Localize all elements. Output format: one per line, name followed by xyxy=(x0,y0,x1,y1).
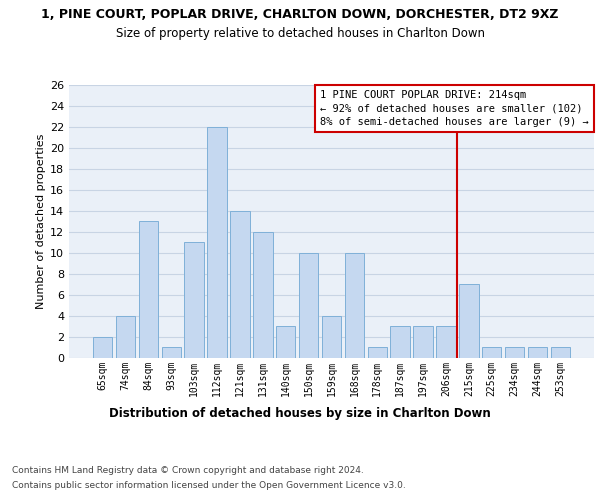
Bar xyxy=(230,211,250,358)
Bar xyxy=(322,316,341,358)
Bar xyxy=(276,326,295,358)
Bar xyxy=(344,252,364,358)
Bar xyxy=(528,347,547,358)
Bar xyxy=(93,336,112,357)
Bar xyxy=(161,347,181,358)
Bar xyxy=(436,326,455,358)
Y-axis label: Number of detached properties: Number of detached properties xyxy=(36,134,46,309)
Bar xyxy=(413,326,433,358)
Bar xyxy=(139,221,158,358)
Text: Contains public sector information licensed under the Open Government Licence v3: Contains public sector information licen… xyxy=(12,481,406,490)
Bar xyxy=(505,347,524,358)
Text: 1 PINE COURT POPLAR DRIVE: 214sqm
← 92% of detached houses are smaller (102)
8% : 1 PINE COURT POPLAR DRIVE: 214sqm ← 92% … xyxy=(320,90,589,126)
Bar xyxy=(208,127,227,358)
Bar xyxy=(116,316,135,358)
Text: Contains HM Land Registry data © Crown copyright and database right 2024.: Contains HM Land Registry data © Crown c… xyxy=(12,466,364,475)
Text: Size of property relative to detached houses in Charlton Down: Size of property relative to detached ho… xyxy=(115,28,485,40)
Text: Distribution of detached houses by size in Charlton Down: Distribution of detached houses by size … xyxy=(109,408,491,420)
Bar xyxy=(482,347,502,358)
Bar xyxy=(391,326,410,358)
Bar xyxy=(551,347,570,358)
Bar xyxy=(253,232,272,358)
Bar xyxy=(299,252,319,358)
Bar xyxy=(368,347,387,358)
Bar xyxy=(184,242,204,358)
Text: 1, PINE COURT, POPLAR DRIVE, CHARLTON DOWN, DORCHESTER, DT2 9XZ: 1, PINE COURT, POPLAR DRIVE, CHARLTON DO… xyxy=(41,8,559,20)
Bar xyxy=(459,284,479,358)
